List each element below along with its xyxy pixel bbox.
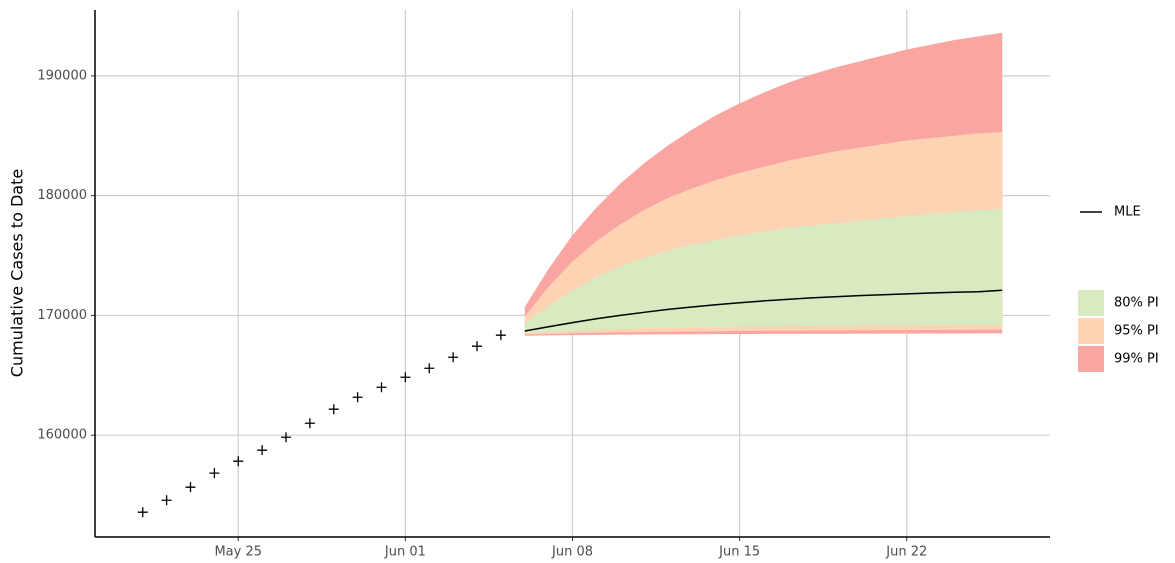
x-tick-label: Jun 01	[384, 545, 426, 560]
observed-point	[233, 456, 244, 467]
x-tick-label: May 25	[214, 545, 262, 560]
observed-point	[352, 392, 363, 403]
observed-point	[400, 372, 411, 383]
observed-point	[424, 363, 435, 374]
observed-point	[137, 507, 148, 518]
observed-point	[257, 445, 268, 456]
observed-point	[209, 468, 220, 479]
x-tick-label: Jun 08	[551, 545, 593, 560]
x-tick-label: Jun 22	[885, 545, 927, 560]
y-tick-label: 160000	[37, 428, 87, 443]
y-tick-label: 180000	[37, 188, 87, 203]
x-tick-label: Jun 15	[718, 545, 760, 560]
legend-label: 80% PI	[1114, 296, 1159, 311]
observed-point	[376, 382, 387, 393]
legend-label: 99% PI	[1114, 352, 1159, 367]
y-axis-label: Cumulative Cases to Date	[8, 169, 27, 377]
observed-point	[304, 418, 315, 429]
legend-swatch	[1078, 318, 1104, 344]
prediction-band	[524, 208, 1003, 334]
observed-point	[161, 495, 172, 506]
legend-label: MLE	[1114, 205, 1141, 220]
legend-label: 95% PI	[1114, 324, 1159, 339]
observed-point	[472, 341, 482, 352]
observed-point	[281, 432, 291, 443]
observed-point	[328, 404, 339, 415]
y-tick-label: 170000	[37, 308, 87, 323]
y-tick-label: 190000	[37, 68, 87, 83]
observed-point	[185, 482, 196, 493]
observed-point	[448, 352, 459, 363]
legend-swatch	[1078, 290, 1104, 316]
observed-point	[495, 330, 506, 341]
mle-line	[524, 289, 1003, 332]
legend-swatch	[1078, 346, 1104, 372]
